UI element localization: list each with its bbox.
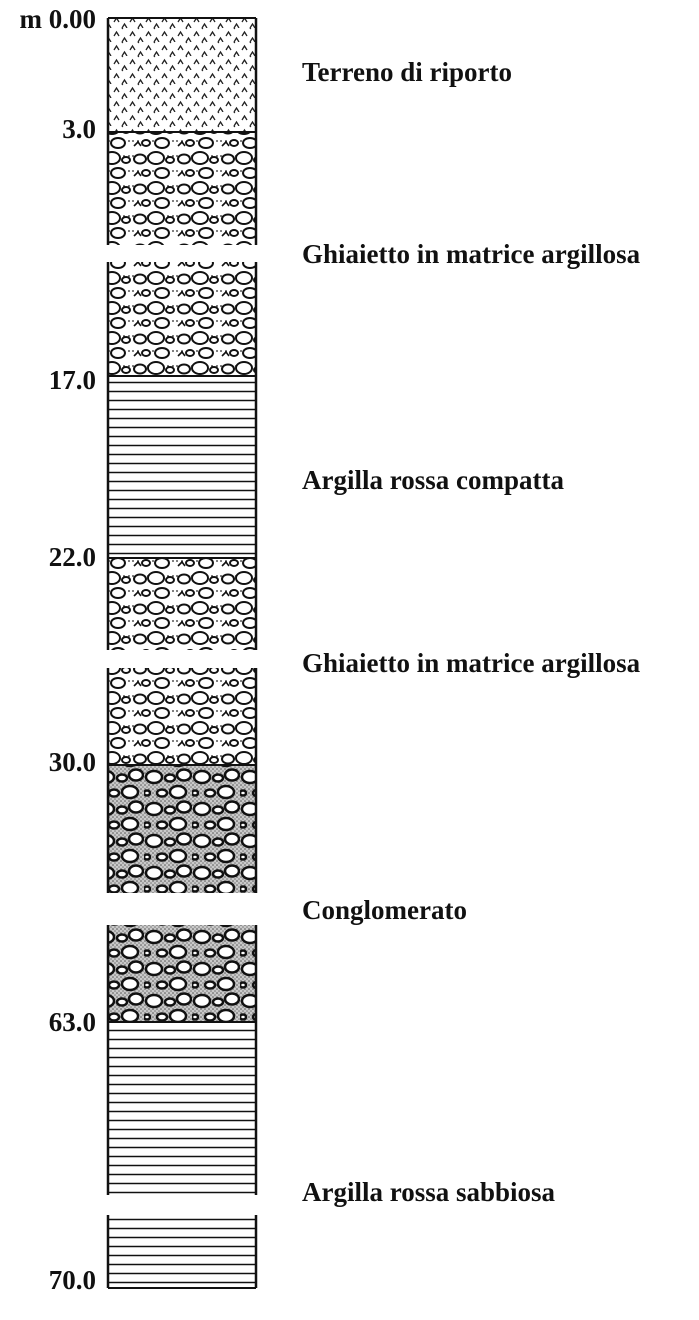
layer-fill	[108, 18, 256, 132]
depth-label: 3.0	[62, 114, 96, 144]
depth-label: 70.0	[49, 1265, 96, 1295]
layer-label: Terreno di riporto	[302, 57, 512, 87]
layer-gravel	[108, 262, 256, 376]
layer-clay	[108, 1215, 256, 1288]
layer-gravel	[108, 558, 256, 650]
layer-clay	[108, 1022, 256, 1195]
layer-label: Ghiaietto in matrice argillosa	[302, 648, 641, 678]
layer-label: Argilla rossa compatta	[302, 465, 564, 495]
depth-label: m 0.00	[20, 4, 97, 34]
layer-cong	[108, 925, 256, 1022]
layer-label: Conglomerato	[302, 895, 467, 925]
layer-label: Argilla rossa sabbiosa	[302, 1177, 556, 1207]
layer-gravel	[108, 132, 256, 245]
depth-label: 17.0	[49, 365, 96, 395]
layer-label: Ghiaietto in matrice argillosa	[302, 239, 641, 269]
depth-label: 63.0	[49, 1007, 96, 1037]
column	[106, 17, 258, 1289]
depth-label: 30.0	[49, 747, 96, 777]
labels: m 0.00 3.0 17.0 22.0 30.0 63.0 70.0 Terreno di …	[20, 4, 641, 1295]
depth-label: 22.0	[49, 542, 96, 572]
layer-clay	[108, 376, 256, 558]
layer-gravel	[108, 668, 256, 765]
layer-cong	[108, 765, 256, 893]
